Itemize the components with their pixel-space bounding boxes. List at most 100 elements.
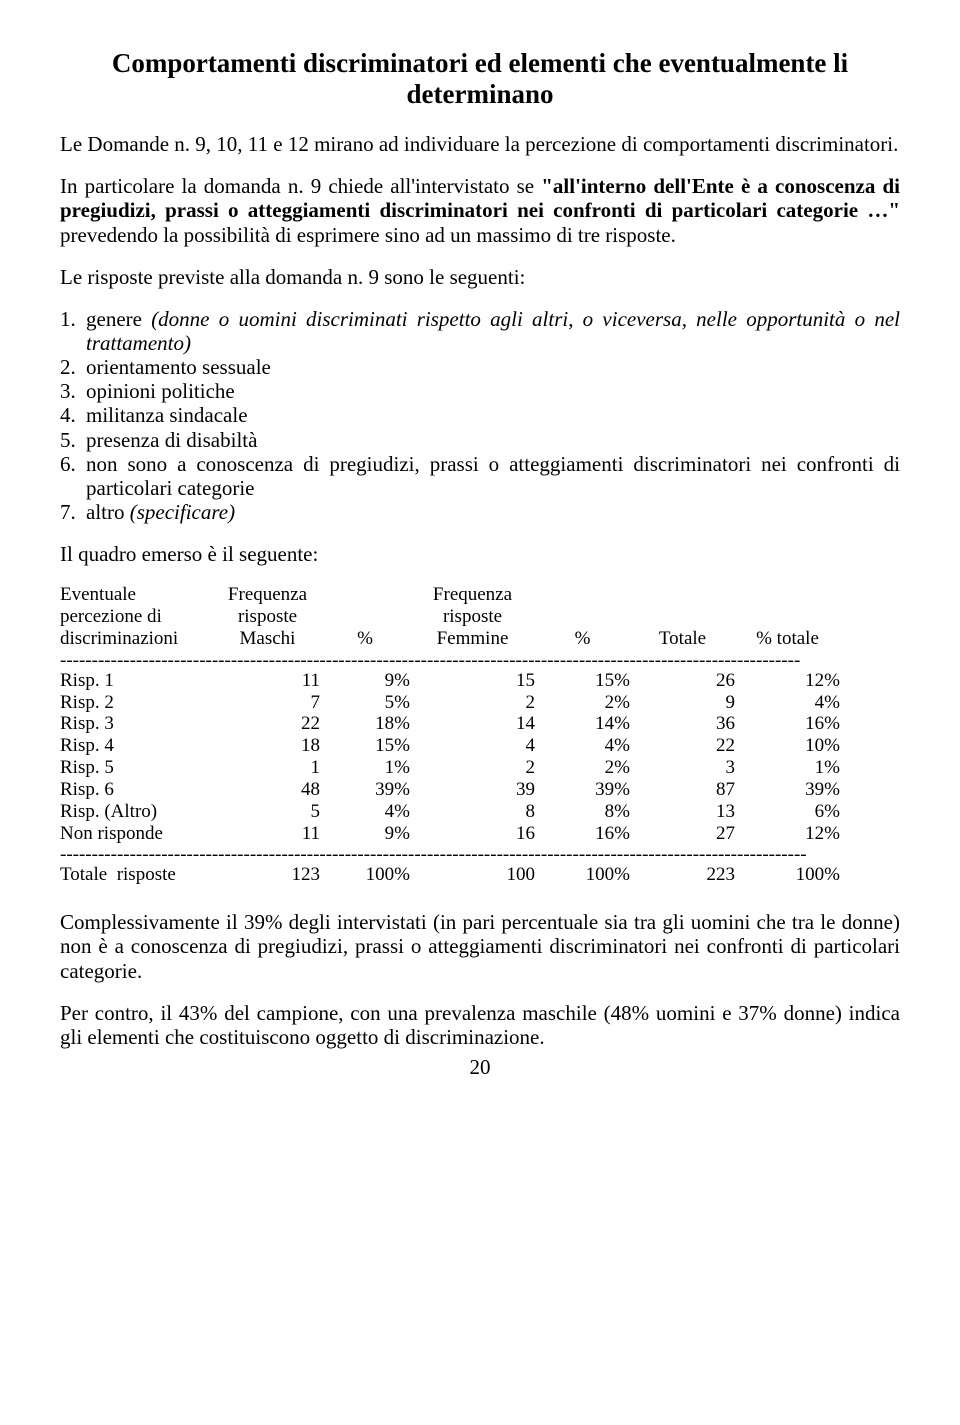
table-row: Non risponde119%1616%2712% xyxy=(60,823,900,845)
table-cell: 14% xyxy=(535,713,630,735)
th-col6-line3: Totale xyxy=(630,628,735,650)
table-cell: 18% xyxy=(320,713,410,735)
total-f: 100 xyxy=(410,864,535,886)
total-label: Totale risposte xyxy=(60,864,215,886)
table-cell: 1 xyxy=(215,757,320,779)
table-cell: Risp. (Altro) xyxy=(60,801,215,823)
table-cell: 15% xyxy=(320,735,410,757)
table-cell: 1% xyxy=(320,757,410,779)
table-cell: 16% xyxy=(535,823,630,845)
table-divider-bottom: ----------------------------------------… xyxy=(60,844,900,864)
th-col4-line1: Frequenza xyxy=(410,584,535,606)
option-1-italic: (donne o uomini discriminati rispetto ag… xyxy=(86,307,900,355)
table-divider-top: ----------------------------------------… xyxy=(60,650,900,670)
table-cell: 5% xyxy=(320,692,410,714)
th-col4-line2: risposte xyxy=(410,606,535,628)
paragraph-conclusion-2: Per contro, il 43% del campione, con una… xyxy=(60,1001,900,1049)
total-mp: 100% xyxy=(320,864,410,886)
table-cell: 16 xyxy=(410,823,535,845)
option-3-text: opinioni politiche xyxy=(86,379,235,403)
table-cell: 39% xyxy=(535,779,630,801)
table-cell: 3 xyxy=(630,757,735,779)
table-cell: 36 xyxy=(630,713,735,735)
th-col2-line1: Frequenza xyxy=(215,584,320,606)
table-cell: 26 xyxy=(630,670,735,692)
table-cell: 11 xyxy=(215,670,320,692)
option-7-italic: (specificare) xyxy=(130,500,235,524)
option-5: 5.presenza di disabiltà xyxy=(60,428,900,452)
results-table: Eventuale Frequenza Frequenza percezione… xyxy=(60,584,900,886)
page-number: 20 xyxy=(60,1055,900,1079)
answer-options-list: 1.genere (donne o uomini discriminati ri… xyxy=(60,307,900,524)
option-4: 4.militanza sindacale xyxy=(60,403,900,427)
total-fp: 100% xyxy=(535,864,630,886)
th-col1-line2: percezione di xyxy=(60,606,215,628)
table-cell: 10% xyxy=(735,735,840,757)
table-cell: Non risponde xyxy=(60,823,215,845)
table-cell: Risp. 3 xyxy=(60,713,215,735)
p2-tail: prevedendo la possibilità di esprimere s… xyxy=(60,223,676,247)
table-cell: 9% xyxy=(320,823,410,845)
option-4-text: militanza sindacale xyxy=(86,403,248,427)
table-body: Risp. 1119%1515%2612%Risp. 275%22%94%Ris… xyxy=(60,670,900,845)
table-cell: Risp. 6 xyxy=(60,779,215,801)
table-cell: Risp. 2 xyxy=(60,692,215,714)
total-tp: 100% xyxy=(735,864,840,886)
table-row: Risp. 32218%1414%3616% xyxy=(60,713,900,735)
table-cell: 8 xyxy=(410,801,535,823)
option-7-text: altro xyxy=(86,500,130,524)
th-col4-line3: Femmine xyxy=(410,628,535,650)
table-cell: Risp. 4 xyxy=(60,735,215,757)
table-cell: 6% xyxy=(735,801,840,823)
option-1: 1.genere (donne o uomini discriminati ri… xyxy=(60,307,900,355)
table-header-row2: percezione di risposte risposte xyxy=(60,606,900,628)
table-cell: 12% xyxy=(735,670,840,692)
paragraph-question9: In particolare la domanda n. 9 chiede al… xyxy=(60,174,900,246)
table-cell: 16% xyxy=(735,713,840,735)
table-cell: 15% xyxy=(535,670,630,692)
th-col3-line3: % xyxy=(320,628,410,650)
table-row: Risp. 511%22%31% xyxy=(60,757,900,779)
table-cell: 15 xyxy=(410,670,535,692)
table-cell: 2 xyxy=(410,757,535,779)
table-cell: 2% xyxy=(535,757,630,779)
table-cell: 2 xyxy=(410,692,535,714)
total-t: 223 xyxy=(630,864,735,886)
option-3: 3.opinioni politiche xyxy=(60,379,900,403)
table-cell: 27 xyxy=(630,823,735,845)
table-total-row: Totale risposte 123 100% 100 100% 223 10… xyxy=(60,864,900,886)
table-cell: 9% xyxy=(320,670,410,692)
table-cell: 87 xyxy=(630,779,735,801)
option-2-text: orientamento sessuale xyxy=(86,355,271,379)
table-cell: 14 xyxy=(410,713,535,735)
table-cell: 39 xyxy=(410,779,535,801)
th-col5-line3: % xyxy=(535,628,630,650)
th-col7-line3: % totale xyxy=(735,628,840,650)
option-1-text: genere xyxy=(86,307,151,331)
table-cell: 4% xyxy=(735,692,840,714)
table-row: Risp. 275%22%94% xyxy=(60,692,900,714)
th-col2-line3: Maschi xyxy=(215,628,320,650)
paragraph-intro: Le Domande n. 9, 10, 11 e 12 mirano ad i… xyxy=(60,132,900,156)
option-2: 2.orientamento sessuale xyxy=(60,355,900,379)
table-cell: 22 xyxy=(630,735,735,757)
option-6-text: non sono a conoscenza di pregiudizi, pra… xyxy=(86,452,900,500)
table-header-row3: discriminazioni Maschi % Femmine % Total… xyxy=(60,628,900,650)
table-cell: 11 xyxy=(215,823,320,845)
table-cell: 39% xyxy=(320,779,410,801)
table-cell: 39% xyxy=(735,779,840,801)
table-cell: 4% xyxy=(535,735,630,757)
table-cell: 5 xyxy=(215,801,320,823)
table-row: Risp. 1119%1515%2612% xyxy=(60,670,900,692)
option-7: 7.altro (specificare) xyxy=(60,500,900,524)
section-title: Comportamenti discriminatori ed elementi… xyxy=(60,48,900,110)
table-cell: 7 xyxy=(215,692,320,714)
p2-lead: In particolare la domanda n. 9 chiede al… xyxy=(60,174,541,198)
table-cell: 48 xyxy=(215,779,320,801)
table-cell: 12% xyxy=(735,823,840,845)
table-row: Risp. 64839%3939%8739% xyxy=(60,779,900,801)
table-cell: 4 xyxy=(410,735,535,757)
table-header-row1: Eventuale Frequenza Frequenza xyxy=(60,584,900,606)
table-cell: 8% xyxy=(535,801,630,823)
paragraph-prev-answers: Le risposte previste alla domanda n. 9 s… xyxy=(60,265,900,289)
